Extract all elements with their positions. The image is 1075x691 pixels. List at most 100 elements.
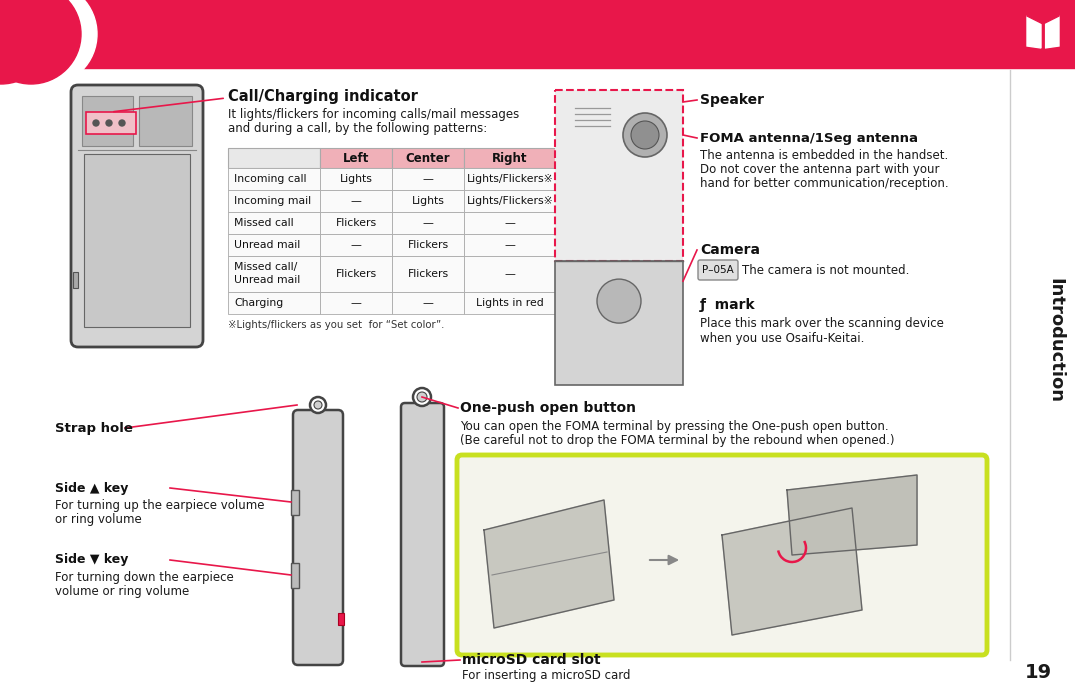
Text: Lights: Lights	[340, 174, 372, 184]
Text: FOMA antenna/1Seg antenna: FOMA antenna/1Seg antenna	[700, 131, 918, 144]
Bar	[392, 148, 464, 168]
Text: ※Lights/flickers as you set  for “Set color”.: ※Lights/flickers as you set for “Set col…	[228, 320, 444, 330]
Bar	[228, 256, 320, 292]
Text: Incoming mail: Incoming mail	[234, 196, 311, 206]
Text: One-push open button: One-push open button	[460, 401, 636, 415]
Text: For turning down the earpiece: For turning down the earpiece	[55, 571, 233, 585]
Bar	[73, 272, 78, 288]
Text: when you use Osaifu-Keitai.: when you use Osaifu-Keitai.	[700, 332, 864, 345]
Bar	[320, 168, 392, 190]
Circle shape	[0, 0, 37, 86]
Bar	[392, 256, 464, 292]
Polygon shape	[1027, 12, 1041, 48]
Text: —: —	[504, 269, 515, 279]
Bar	[291, 490, 299, 515]
Circle shape	[310, 397, 326, 413]
Text: Right: Right	[492, 151, 528, 164]
Polygon shape	[1027, 10, 1059, 24]
Text: Call/Charging indicator: Call/Charging indicator	[228, 88, 418, 104]
Text: —: —	[504, 240, 515, 250]
Text: Charging: Charging	[234, 298, 283, 308]
Bar	[228, 212, 320, 234]
Text: Strap hole: Strap hole	[55, 422, 133, 435]
Circle shape	[597, 279, 641, 323]
Text: Place this mark over the scanning device: Place this mark over the scanning device	[700, 316, 944, 330]
Bar	[464, 234, 556, 256]
Text: Lights/Flickers※: Lights/Flickers※	[467, 196, 554, 206]
Text: Lights/Flickers※: Lights/Flickers※	[467, 174, 554, 184]
Circle shape	[0, 0, 51, 84]
Text: Side ▲ key: Side ▲ key	[55, 482, 128, 495]
Bar	[555, 261, 683, 385]
Text: microSD card slot: microSD card slot	[462, 653, 601, 667]
Text: Flickers: Flickers	[407, 269, 448, 279]
Text: Introduction: Introduction	[1046, 278, 1064, 402]
Bar	[464, 148, 556, 168]
Text: Flickers: Flickers	[407, 240, 448, 250]
Bar	[464, 256, 556, 292]
Text: volume or ring volume: volume or ring volume	[55, 585, 189, 598]
Bar	[392, 212, 464, 234]
Circle shape	[1010, 1, 1075, 67]
Text: It lights/flickers for incoming calls/mail messages: It lights/flickers for incoming calls/ma…	[228, 108, 519, 120]
Circle shape	[106, 120, 112, 126]
Text: Flickers: Flickers	[335, 269, 376, 279]
Text: —: —	[350, 196, 361, 206]
Bar	[228, 190, 320, 212]
Text: and during a call, by the following patterns:: and during a call, by the following patt…	[228, 122, 487, 135]
Text: Left: Left	[343, 151, 369, 164]
FancyBboxPatch shape	[401, 403, 444, 666]
Text: —: —	[504, 218, 515, 228]
FancyBboxPatch shape	[698, 260, 739, 280]
Bar	[86, 112, 137, 134]
Bar	[320, 148, 392, 168]
Text: ƒ  mark: ƒ mark	[700, 298, 756, 312]
Bar	[84, 154, 190, 327]
Bar	[392, 292, 464, 314]
FancyBboxPatch shape	[457, 455, 987, 655]
Bar	[228, 292, 320, 314]
Text: or ring volume: or ring volume	[55, 513, 142, 527]
Circle shape	[119, 120, 125, 126]
Text: Missed call/: Missed call/	[234, 262, 298, 272]
Text: Speaker: Speaker	[700, 93, 764, 107]
Circle shape	[314, 401, 322, 409]
Text: The camera is not mounted.: The camera is not mounted.	[742, 263, 909, 276]
Text: 19: 19	[1024, 663, 1051, 681]
Text: —: —	[422, 174, 433, 184]
Circle shape	[0, 0, 81, 84]
Bar	[320, 234, 392, 256]
Text: You can open the FOMA terminal by pressing the One-push open button.: You can open the FOMA terminal by pressi…	[460, 419, 889, 433]
Circle shape	[413, 388, 431, 406]
Text: For inserting a microSD card: For inserting a microSD card	[462, 670, 631, 683]
Bar	[338, 613, 344, 625]
Polygon shape	[1045, 12, 1059, 48]
Text: Do not cover the antenna part with your: Do not cover the antenna part with your	[700, 162, 940, 176]
Text: Lights: Lights	[412, 196, 444, 206]
Bar	[228, 234, 320, 256]
Text: Missed call: Missed call	[234, 218, 293, 228]
Bar	[320, 190, 392, 212]
Text: (Be careful not to drop the FOMA terminal by the rebound when opened.): (Be careful not to drop the FOMA termina…	[460, 433, 894, 446]
Bar	[555, 90, 683, 261]
Text: Lights in red: Lights in red	[476, 298, 544, 308]
Text: For turning up the earpiece volume: For turning up the earpiece volume	[55, 500, 264, 513]
Text: Flickers: Flickers	[335, 218, 376, 228]
Bar	[228, 148, 320, 168]
Text: Camera: Camera	[700, 243, 760, 257]
FancyBboxPatch shape	[71, 85, 203, 347]
Text: P–05A: P–05A	[702, 265, 734, 275]
Bar	[228, 168, 320, 190]
Circle shape	[0, 0, 97, 86]
FancyBboxPatch shape	[293, 410, 343, 665]
Bar	[464, 168, 556, 190]
Bar	[464, 292, 556, 314]
Bar	[320, 292, 392, 314]
Bar	[464, 212, 556, 234]
Text: Unread mail: Unread mail	[234, 275, 300, 285]
Text: Incoming call: Incoming call	[234, 174, 306, 184]
Text: —: —	[422, 298, 433, 308]
Text: —: —	[350, 298, 361, 308]
Circle shape	[417, 392, 427, 402]
Polygon shape	[787, 475, 917, 555]
